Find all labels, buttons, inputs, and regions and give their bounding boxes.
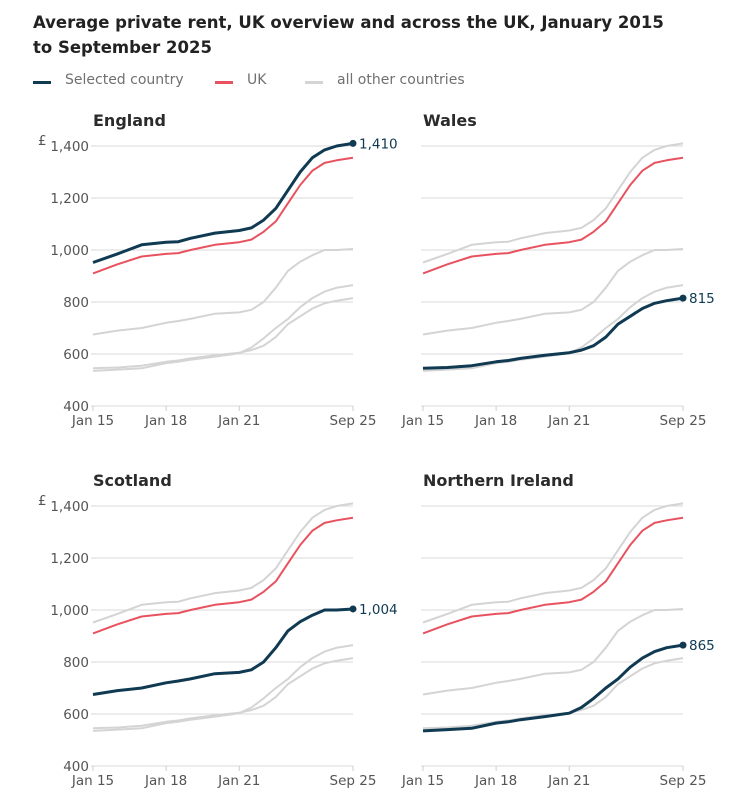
series-line-england [422,142,684,264]
series-line-uk [92,156,354,275]
series-line-uk [92,516,354,635]
legend-swatch-uk [215,81,233,84]
series-line-wales [422,657,684,730]
x-tick-label: Jan 18 [474,773,517,789]
panel-northern-ireland: Northern Ireland Jan 15 Jan 18 Jan 21 Sep 25… [401,471,715,789]
series-line-england [422,502,684,624]
series-line-uk [422,516,684,635]
x-tick-label: Jan 21 [547,413,590,429]
legend-swatch-selected-country [33,81,51,84]
end-value-label: 1,004 [359,602,398,618]
x-tick-label: Jan 15 [71,773,114,789]
y-unit-label: £ [38,493,47,509]
end-point-marker [349,139,357,147]
x-tick-label: Sep 25 [660,413,707,429]
x-tick-label: Jan 18 [144,413,187,429]
end-value-label: 865 [689,638,715,654]
series-line-wales [92,297,354,370]
x-tick-label: Jan 18 [474,413,517,429]
end-point-marker [679,294,687,302]
end-value-label: 1,410 [359,136,398,152]
x-tick-label: Jan 18 [144,773,187,789]
y-unit-label: £ [38,133,47,149]
y-tick-label: 1,000 [50,603,89,619]
x-tick-label: Jan 21 [547,773,590,789]
y-tick-label: 1,400 [50,499,89,515]
end-value-label: 815 [689,291,715,307]
x-tick-label: Sep 25 [660,773,707,789]
y-tick-label: 1,200 [50,551,89,567]
series-line-wales-selected [422,296,684,370]
legend-label-uk: UK [247,72,267,88]
x-tick-label: Jan 15 [401,413,444,429]
y-tick-label: 1,200 [50,191,89,207]
x-tick-label: Sep 25 [330,413,377,429]
y-tick-label: 1,000 [50,243,89,259]
end-point-marker [349,605,357,613]
series-line-scotland-selected [92,607,354,696]
panel-title: Northern Ireland [423,471,574,490]
series-line-wales [92,657,354,730]
x-tick-label: Jan 15 [71,413,114,429]
panel-wales: Wales Jan 15 Jan 18 Jan 21 Sep 25 815 [401,111,715,429]
panel-title: Wales [423,111,477,130]
x-tick-label: Sep 25 [330,773,377,789]
series-line-scotland [422,248,684,336]
y-tick-label: 400 [63,399,89,415]
series-line-northern-ireland [92,644,354,732]
legend-swatch-other-countries [305,81,323,84]
y-tick-label: 600 [63,347,89,363]
series-line-england [92,502,354,624]
series-line-northern-ireland [422,284,684,372]
x-tick-label: Jan 15 [401,773,444,789]
series-line-northern-ireland-selected [422,643,684,733]
x-tick-label: Jan 21 [217,773,260,789]
legend-label-selected-country: Selected country [65,72,184,88]
series-line-scotland [92,248,354,336]
series-line-england-selected [92,141,354,264]
y-tick-label: 800 [63,295,89,311]
chart-title: Average private rent, UK overview and ac… [33,13,664,57]
panel-title: England [93,111,166,130]
panel-scotland: Scotland 400 600 800 1,000 1,200 1,400£ Jan 15 J… [38,471,398,789]
y-tick-label: 600 [63,707,89,723]
panel-england: England 400 600 800 1,000 1,200 1,400£ Jan 15 Ja… [38,111,398,429]
x-tick-label: Jan 21 [217,413,260,429]
series-line-scotland [422,608,684,696]
end-point-marker [679,641,687,649]
legend-label-other-countries: all other countries [337,72,465,88]
panel-title: Scotland [93,471,172,490]
series-line-northern-ireland [92,284,354,372]
y-tick-label: 800 [63,655,89,671]
y-tick-label: 1,400 [50,139,89,155]
series-line-uk [422,156,684,275]
y-tick-label: 400 [63,759,89,775]
